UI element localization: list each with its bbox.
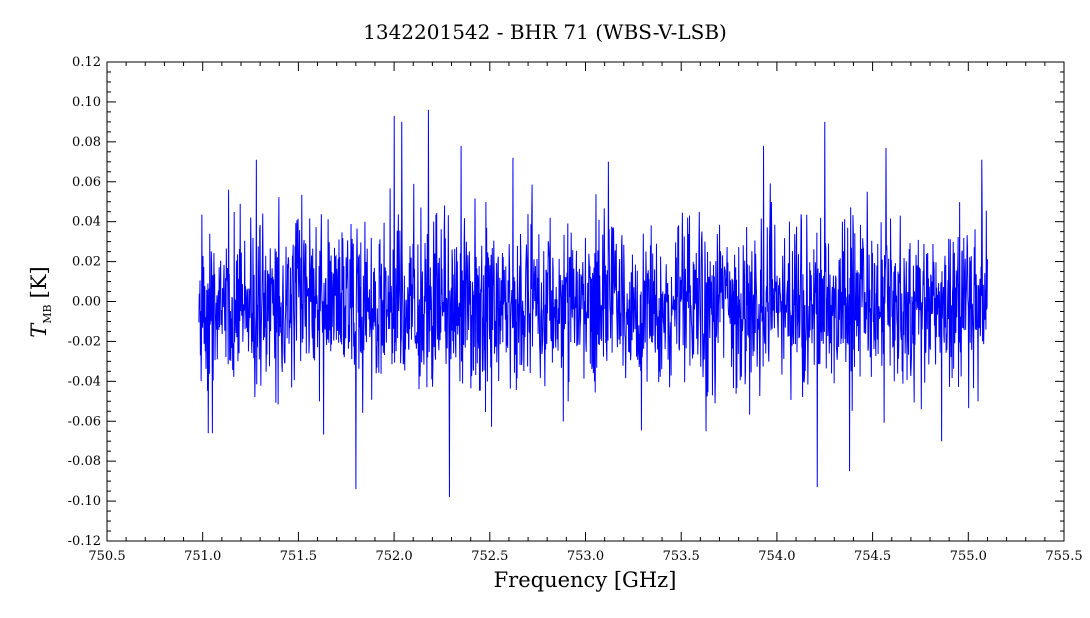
y-tick-label: -0.02 bbox=[68, 334, 101, 349]
y-tick-label: 0.00 bbox=[72, 295, 101, 310]
y-tick-label: -0.12 bbox=[68, 534, 101, 549]
x-tick-label: 753.5 bbox=[663, 549, 700, 564]
x-tick-label: 750.5 bbox=[88, 549, 125, 564]
y-tick-label: 0.04 bbox=[72, 215, 101, 230]
x-tick-label: 754.0 bbox=[758, 549, 795, 564]
x-tick-label: 752.0 bbox=[375, 549, 412, 564]
plot-frame bbox=[106, 61, 1065, 542]
y-axis-label-sub: MB bbox=[41, 304, 54, 323]
x-tick-label: 751.0 bbox=[184, 549, 221, 564]
y-tick-label: 0.06 bbox=[72, 175, 101, 190]
y-axis-label-unit: [K] bbox=[27, 266, 51, 298]
y-tick-labels: 0.12 0.10 0.08 0.06 0.04 0.02 0.00 -0.02 -0.04 -0… bbox=[68, 55, 101, 549]
x-tick-label: 755.0 bbox=[950, 549, 987, 564]
x-tick-labels: 750.5 751.0 751.5 752.0 752.5 753.0 753.5 754.0… bbox=[88, 549, 1082, 564]
y-tick-label: -0.06 bbox=[68, 414, 101, 429]
x-tick-label: 753.0 bbox=[567, 549, 604, 564]
y-axis-label: TMB [K] bbox=[27, 266, 54, 337]
y-tick-label: -0.10 bbox=[68, 494, 101, 509]
y-tick-label: -0.08 bbox=[68, 454, 101, 469]
y-axis-label-main: T bbox=[27, 322, 51, 338]
x-tick-label: 751.5 bbox=[280, 549, 317, 564]
x-axis-label: Frequency [GHz] bbox=[494, 568, 677, 592]
x-tick-label: 754.5 bbox=[854, 549, 891, 564]
spectrum-line bbox=[198, 109, 988, 498]
chart-title: 1342201542 - BHR 71 (WBS-V-LSB) bbox=[363, 20, 727, 44]
y-tick-label: -0.04 bbox=[68, 374, 101, 389]
y-tick-label: 0.08 bbox=[72, 135, 101, 150]
y-tick-label: 0.10 bbox=[72, 95, 101, 110]
y-tick-label: 0.02 bbox=[72, 255, 101, 270]
x-tick-label: 755.5 bbox=[1045, 549, 1082, 564]
y-tick-label: 0.12 bbox=[72, 55, 101, 70]
series-group bbox=[198, 109, 988, 498]
svg-text:TMB[K]: TMB [K] bbox=[27, 266, 54, 337]
x-tick-label: 752.5 bbox=[471, 549, 508, 564]
